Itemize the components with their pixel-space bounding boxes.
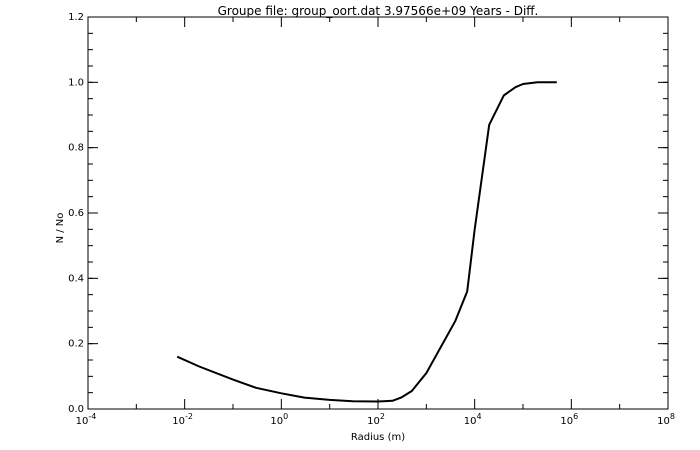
y-axis-label: N / No xyxy=(55,213,66,244)
x-axis-label: Radius (m) xyxy=(351,432,405,443)
x-tick-label: 102 xyxy=(367,412,385,427)
axis-ticks xyxy=(87,16,669,410)
x-tick-label: 100 xyxy=(270,412,288,427)
plot-frame xyxy=(87,16,669,410)
series-group xyxy=(176,81,557,403)
y-tick-label: 0.0 xyxy=(68,404,84,415)
y-tick-label: 0.2 xyxy=(68,339,84,350)
chart-title: Groupe file: group_oort.dat 3.97566e+09 … xyxy=(218,4,539,18)
y-tick-label: 1.0 xyxy=(68,77,84,88)
y-tick-label: 0.4 xyxy=(68,273,84,284)
y-tick-label: 0.6 xyxy=(68,208,84,219)
y-tick-label: 1.2 xyxy=(68,12,84,23)
x-tick-labels: 10-4 10-2 100 102 104 106 108 xyxy=(76,412,675,427)
x-tick-label: 106 xyxy=(560,412,578,427)
y-tick-label: 0.8 xyxy=(68,143,84,154)
x-tick-label: 108 xyxy=(657,412,675,427)
series-line-0 xyxy=(176,81,557,403)
y-tick-labels: 0.0 0.2 0.4 0.6 0.8 1.0 1.2 xyxy=(68,12,84,415)
x-tick-label: 10-4 xyxy=(76,412,97,427)
x-tick-label: 104 xyxy=(464,412,482,427)
x-tick-label: 10-2 xyxy=(172,412,193,427)
